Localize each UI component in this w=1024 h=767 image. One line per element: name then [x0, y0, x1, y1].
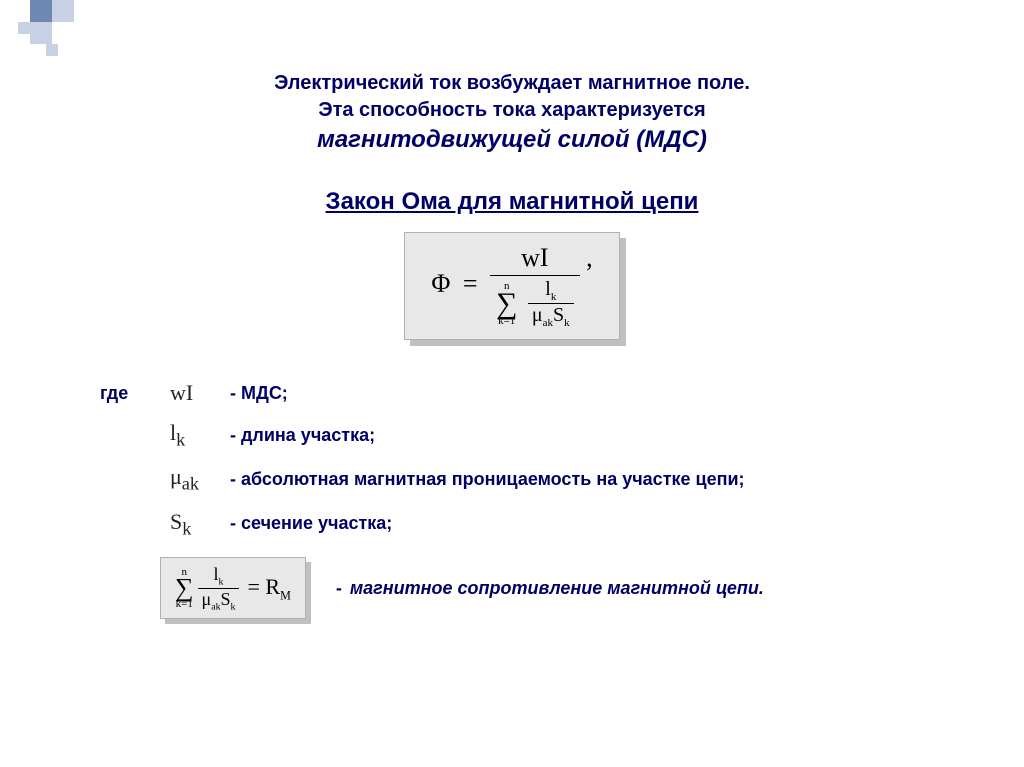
legend-desc: - сечение участка; [230, 513, 392, 534]
slide-content: Электрический ток возбуждает магнитное п… [0, 0, 1024, 619]
sigma-block: n ∑ k=1 [496, 281, 517, 327]
formula-denominator: n ∑ k=1 lk μakSk [490, 276, 580, 329]
inner-s-sub: k [564, 317, 570, 329]
legend-symbol: μak [170, 464, 230, 494]
legend-desc: - длина участка; [230, 425, 375, 446]
sigma-block-2: n ∑ k=1 [175, 567, 194, 610]
f2-num-sub: k [219, 577, 224, 588]
formula-numerator: wI [490, 243, 580, 276]
inner-mu: μ [532, 304, 543, 326]
inner-fraction-2: lk μakSk [198, 564, 240, 612]
legend-desc: - МДС; [230, 383, 288, 404]
legend-row: где wI - МДС; [100, 380, 1024, 406]
legend-symbol: wI [170, 380, 230, 406]
legend: где wI - МДС; lk - длина участка; μak - … [100, 380, 1024, 539]
magnetic-resistance-row: n ∑ k=1 lk μakSk = RM - магнитное сопрот… [160, 557, 1024, 619]
title-line-2: Эта способность тока характеризуется [0, 97, 1024, 124]
bottom-dash: - [336, 578, 342, 599]
title-line-3: магнитодвижущей силой (МДС) [0, 126, 1024, 154]
f2-mu: μ [202, 589, 212, 609]
f2-s: S [221, 589, 231, 609]
formula-equals: = [463, 269, 478, 298]
bottom-description: магнитное сопротивление магнитной цепи. [350, 578, 764, 599]
legend-where: где [100, 383, 170, 404]
f2-mu-sub: ak [211, 601, 220, 612]
sigma2-symbol: ∑ [175, 578, 194, 599]
f2-s-sub: k [231, 601, 236, 612]
legend-row: μak - абсолютная магнитная проницаемость… [100, 464, 1024, 494]
sigma-bottom: k=1 [496, 316, 517, 327]
magnetic-resistance-formula: n ∑ k=1 lk μakSk = RM [160, 557, 306, 619]
subtitle: Закон Ома для магнитной цепи [0, 188, 1024, 216]
legend-row: lk - длина участка; [100, 420, 1024, 450]
sigma-symbol: ∑ [496, 292, 517, 316]
inner-num-sub: k [551, 291, 557, 303]
inner-mu-sub: ak [543, 317, 553, 329]
formula-trail: , [586, 243, 593, 272]
ohm-law-formula: Φ = wI n ∑ k=1 lk μakSk , [404, 232, 619, 340]
inner-s: S [553, 304, 564, 326]
legend-row: Sk - сечение участка; [100, 509, 1024, 539]
formula-fraction: wI n ∑ k=1 lk μakSk [490, 243, 580, 329]
formula-lhs: Φ [431, 269, 450, 298]
legend-symbol: Sk [170, 509, 230, 539]
title-line-1: Электрический ток возбуждает магнитное п… [0, 70, 1024, 97]
legend-symbol: lk [170, 420, 230, 450]
legend-desc: - абсолютная магнитная проницаемость на … [230, 469, 745, 490]
sigma2-bottom: k=1 [175, 599, 194, 610]
f2-equals-r: = RM [247, 574, 290, 603]
inner-fraction: lk μakSk [528, 278, 574, 329]
